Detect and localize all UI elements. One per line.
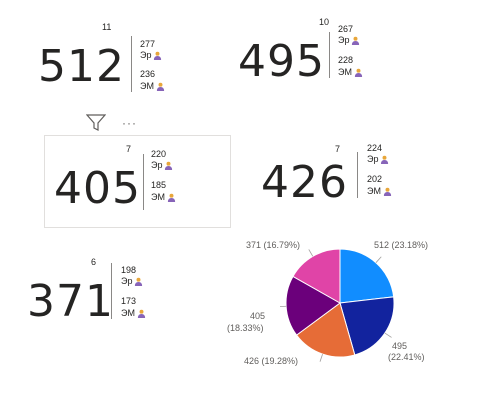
er-label: Эр bbox=[151, 160, 163, 170]
pie-slice[interactable] bbox=[339, 296, 395, 356]
em-label: ЭМ bbox=[367, 186, 381, 196]
pie-chart[interactable] bbox=[280, 243, 400, 363]
pie-slice[interactable] bbox=[285, 275, 341, 336]
person-icon bbox=[154, 51, 162, 60]
pie-slice-label: 405 bbox=[250, 311, 266, 321]
divider bbox=[329, 32, 330, 78]
rank-value: 10 bbox=[319, 17, 330, 27]
er-value: 267 bbox=[338, 24, 354, 34]
pie-slice-label: (18.33%) bbox=[227, 323, 264, 333]
main-value: 426 bbox=[261, 157, 348, 208]
er-label: Эр bbox=[140, 50, 152, 60]
pie-slice-label: 371 (16.79%) bbox=[246, 240, 301, 250]
em-label-row: ЭМ bbox=[367, 186, 392, 197]
er-label-row: Эр bbox=[121, 276, 143, 287]
er-value: 220 bbox=[151, 149, 167, 159]
filter-icon[interactable] bbox=[86, 114, 106, 132]
main-value: 495 bbox=[238, 36, 325, 87]
em-label-row: ЭМ bbox=[121, 308, 146, 319]
main-value: 512 bbox=[38, 41, 125, 92]
em-value: 228 bbox=[338, 55, 354, 65]
em-label-row: ЭМ bbox=[140, 81, 165, 92]
person-icon bbox=[383, 187, 392, 196]
divider bbox=[143, 154, 144, 210]
person-icon bbox=[137, 309, 146, 318]
divider bbox=[131, 36, 132, 92]
er-label: Эр bbox=[367, 154, 379, 164]
em-label-row: ЭМ bbox=[151, 192, 176, 203]
pie-slice[interactable] bbox=[295, 302, 356, 358]
divider bbox=[111, 263, 112, 319]
pie-leader-line bbox=[375, 256, 382, 263]
er-label-row: Эр bbox=[367, 154, 389, 165]
em-label: ЭМ bbox=[121, 308, 135, 318]
rank-value: 7 bbox=[126, 144, 132, 154]
pie-leader-line bbox=[384, 332, 392, 338]
focused-visual-frame bbox=[44, 135, 231, 228]
rank-value: 6 bbox=[91, 257, 97, 267]
pie-slice-label: 512 (23.18%) bbox=[374, 240, 429, 250]
er-value: 224 bbox=[367, 143, 383, 153]
em-label: ЭМ bbox=[140, 81, 154, 91]
more-options-icon[interactable]: ··· bbox=[122, 116, 137, 130]
pie-slice-label: 426 (19.28%) bbox=[244, 356, 299, 366]
person-icon bbox=[135, 277, 143, 286]
er-label: Эр bbox=[338, 35, 350, 45]
pie-slice[interactable] bbox=[292, 248, 341, 304]
em-value: 185 bbox=[151, 180, 167, 190]
em-value: 173 bbox=[121, 296, 137, 306]
pie-leader-line bbox=[308, 249, 314, 257]
er-label-row: Эр bbox=[151, 160, 173, 171]
person-icon bbox=[167, 193, 176, 202]
er-label-row: Эр bbox=[338, 35, 360, 46]
main-value: 405 bbox=[54, 163, 141, 214]
person-icon bbox=[156, 82, 165, 91]
main-value: 371 bbox=[27, 276, 114, 327]
er-value: 277 bbox=[140, 39, 156, 49]
em-label: ЭМ bbox=[338, 67, 352, 77]
pie-leader-line bbox=[319, 353, 323, 362]
em-label-row: ЭМ bbox=[338, 67, 363, 78]
em-label: ЭМ bbox=[151, 192, 165, 202]
person-icon bbox=[354, 68, 363, 77]
em-value: 202 bbox=[367, 174, 383, 184]
er-label: Эр bbox=[121, 276, 133, 286]
person-icon bbox=[381, 155, 389, 164]
person-icon bbox=[165, 161, 173, 170]
er-value: 198 bbox=[121, 265, 137, 275]
pie-slice-label: (22.41%) bbox=[388, 352, 425, 362]
er-label-row: Эр bbox=[140, 50, 162, 61]
divider bbox=[357, 152, 358, 198]
pie-slice-label: 495 bbox=[392, 341, 408, 351]
em-value: 236 bbox=[140, 69, 156, 79]
pie-slice[interactable] bbox=[339, 248, 395, 304]
rank-value: 11 bbox=[102, 22, 112, 32]
rank-value: 7 bbox=[335, 144, 341, 154]
person-icon bbox=[352, 36, 360, 45]
